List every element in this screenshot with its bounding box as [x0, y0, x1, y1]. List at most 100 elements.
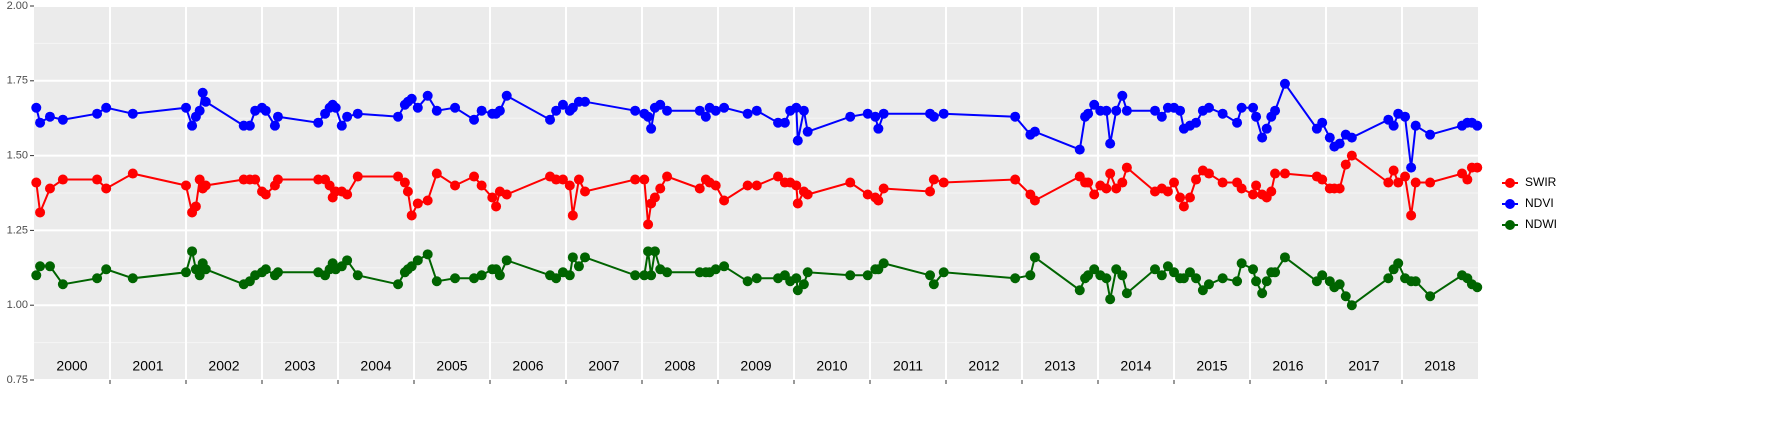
- point: [1410, 177, 1421, 188]
- point: [1117, 270, 1128, 281]
- point: [501, 189, 512, 200]
- legend-label: NDVI: [1525, 196, 1554, 210]
- point: [1388, 120, 1399, 131]
- point: [250, 174, 261, 185]
- y-tick-label: 1.50: [7, 150, 28, 162]
- point: [938, 267, 949, 278]
- point: [1383, 273, 1394, 284]
- point: [260, 264, 271, 275]
- point: [35, 117, 46, 128]
- point: [244, 120, 255, 131]
- point: [649, 192, 660, 203]
- point: [1425, 291, 1436, 302]
- point: [646, 123, 657, 134]
- point: [791, 180, 802, 191]
- point: [1251, 276, 1262, 287]
- point: [1383, 177, 1394, 188]
- point: [630, 105, 641, 116]
- year-label: 2006: [512, 358, 543, 374]
- point: [1217, 177, 1228, 188]
- point: [200, 96, 211, 107]
- point: [1425, 177, 1436, 188]
- point: [779, 117, 790, 128]
- point: [330, 102, 341, 113]
- point: [580, 252, 590, 263]
- point: [1400, 111, 1411, 122]
- year-label: 2013: [1044, 358, 1075, 374]
- point: [1191, 117, 1202, 128]
- year-label: 2016: [1272, 358, 1303, 374]
- point: [190, 201, 201, 212]
- point: [1203, 279, 1214, 290]
- point: [1025, 270, 1036, 281]
- point: [567, 210, 578, 221]
- point: [1083, 108, 1094, 119]
- point: [710, 264, 721, 275]
- point: [719, 261, 730, 272]
- point: [450, 273, 461, 284]
- point: [1121, 288, 1132, 299]
- point: [1010, 174, 1021, 185]
- point: [31, 102, 42, 113]
- point: [655, 99, 666, 110]
- point: [1334, 183, 1345, 194]
- point: [580, 96, 590, 107]
- legend-label: SWIR: [1525, 175, 1557, 189]
- point: [406, 93, 417, 104]
- point: [200, 264, 211, 275]
- point: [1251, 111, 1262, 122]
- point: [878, 108, 889, 119]
- point: [101, 183, 112, 194]
- point: [501, 255, 512, 266]
- point: [1105, 168, 1116, 179]
- point: [44, 111, 55, 122]
- point: [742, 276, 753, 287]
- point: [101, 102, 112, 113]
- point: [1270, 105, 1281, 116]
- point: [878, 258, 889, 269]
- legend-key-point: [1505, 199, 1515, 209]
- point: [646, 270, 657, 281]
- point: [1236, 258, 1247, 269]
- point: [260, 105, 271, 116]
- point: [1121, 105, 1132, 116]
- point: [557, 174, 568, 185]
- y-tick-label: 1.75: [7, 75, 28, 87]
- point: [31, 270, 42, 281]
- point: [845, 270, 856, 281]
- point: [719, 195, 730, 206]
- point: [399, 177, 410, 188]
- point: [792, 198, 803, 209]
- point: [878, 183, 889, 194]
- point: [494, 270, 505, 281]
- point: [476, 270, 487, 281]
- point: [402, 186, 413, 197]
- point: [1279, 168, 1290, 179]
- point: [101, 264, 112, 275]
- point: [1346, 132, 1357, 143]
- point: [260, 189, 271, 200]
- point: [1156, 111, 1167, 122]
- point: [1232, 117, 1243, 128]
- point: [710, 105, 721, 116]
- point: [352, 270, 363, 281]
- point: [1406, 162, 1417, 173]
- point: [580, 186, 590, 197]
- point: [1279, 252, 1290, 263]
- point: [557, 99, 568, 110]
- point: [1178, 201, 1189, 212]
- point: [431, 105, 442, 116]
- point: [1236, 183, 1247, 194]
- point: [1393, 177, 1404, 188]
- point: [92, 273, 103, 284]
- point: [862, 108, 873, 119]
- point: [1472, 162, 1483, 173]
- point: [1462, 174, 1473, 185]
- point: [501, 90, 512, 101]
- point: [1029, 252, 1040, 263]
- point: [1162, 186, 1173, 197]
- point: [1083, 177, 1094, 188]
- year-label: 2014: [1120, 358, 1151, 374]
- point: [272, 267, 283, 278]
- point: [1105, 138, 1116, 149]
